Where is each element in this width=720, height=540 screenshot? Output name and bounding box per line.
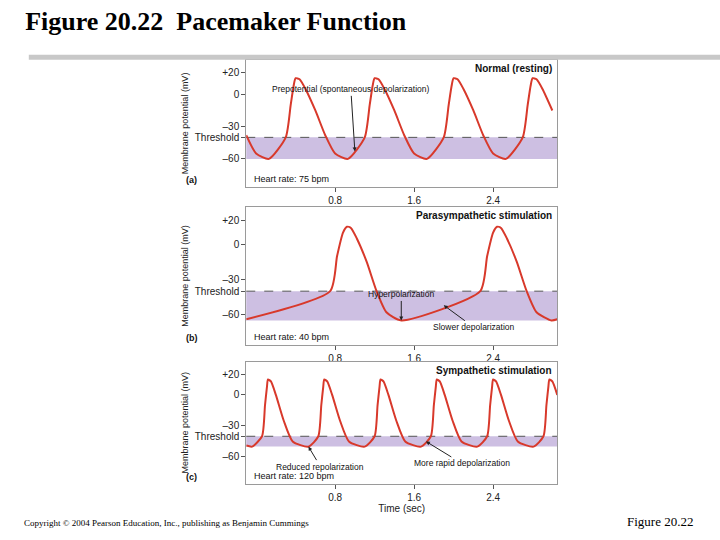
svg-text:Threshold: Threshold bbox=[195, 132, 239, 143]
svg-text:Membrane potential (mV): Membrane potential (mV) bbox=[180, 372, 190, 474]
svg-text:2.4: 2.4 bbox=[486, 353, 500, 364]
svg-text:–60: –60 bbox=[223, 451, 240, 462]
svg-text:1.6: 1.6 bbox=[407, 353, 421, 364]
svg-text:+20: +20 bbox=[222, 67, 239, 78]
svg-text:Threshold: Threshold bbox=[195, 431, 239, 442]
svg-text:Copyright © 2004 Pearson Educa: Copyright © 2004 Pearson Education, Inc.… bbox=[24, 518, 309, 528]
svg-text:Normal (resting): Normal (resting) bbox=[475, 63, 552, 74]
svg-text:Figure 20.22: Figure 20.22 bbox=[627, 514, 693, 529]
svg-text:Heart rate: 75 bpm: Heart rate: 75 bpm bbox=[254, 174, 329, 184]
svg-text:1.6: 1.6 bbox=[407, 492, 421, 503]
svg-text:Threshold: Threshold bbox=[195, 286, 239, 297]
svg-text:(a): (a) bbox=[186, 175, 197, 185]
svg-text:More rapid depolarization: More rapid depolarization bbox=[414, 458, 510, 468]
svg-text:0.8: 0.8 bbox=[328, 353, 342, 364]
svg-text:Reduced repolarization: Reduced repolarization bbox=[276, 462, 364, 472]
svg-text:Heart rate: 120 bpm: Heart rate: 120 bpm bbox=[254, 471, 334, 481]
svg-text:0.8: 0.8 bbox=[328, 492, 342, 503]
svg-text:2.4: 2.4 bbox=[486, 195, 500, 206]
svg-text:Membrane potential (mV): Membrane potential (mV) bbox=[180, 225, 190, 327]
svg-text:0: 0 bbox=[234, 239, 240, 250]
svg-text:Parasympathetic stimulation: Parasympathetic stimulation bbox=[416, 210, 552, 221]
svg-text:(b): (b) bbox=[186, 333, 198, 343]
svg-text:–30: –30 bbox=[223, 121, 240, 132]
svg-text:2.4: 2.4 bbox=[486, 492, 500, 503]
svg-text:0: 0 bbox=[234, 89, 240, 100]
svg-text:–30: –30 bbox=[223, 274, 240, 285]
svg-text:+20: +20 bbox=[222, 369, 239, 380]
svg-text:–60: –60 bbox=[223, 309, 240, 320]
svg-text:–30: –30 bbox=[223, 420, 240, 431]
svg-text:1.6: 1.6 bbox=[407, 195, 421, 206]
svg-text:Heart rate: 40 bpm: Heart rate: 40 bpm bbox=[254, 332, 329, 342]
svg-text:Hyperpolarization: Hyperpolarization bbox=[368, 289, 434, 299]
svg-text:Slower depolarization: Slower depolarization bbox=[433, 322, 515, 332]
svg-text:Time (sec): Time (sec) bbox=[378, 503, 425, 514]
svg-text:(c): (c) bbox=[186, 472, 197, 482]
svg-text:–60: –60 bbox=[223, 153, 240, 164]
svg-text:Prepotential (spontaneous depo: Prepotential (spontaneous depolarization… bbox=[272, 84, 430, 94]
svg-text:0.8: 0.8 bbox=[328, 195, 342, 206]
svg-text:Sympathetic stimulation: Sympathetic stimulation bbox=[436, 365, 552, 376]
svg-text:Figure 20.22 Pacemaker Functi: Figure 20.22 Pacemaker Function bbox=[25, 7, 407, 36]
svg-text:0: 0 bbox=[234, 389, 240, 400]
svg-text:+20: +20 bbox=[222, 215, 239, 226]
svg-text:Membrane potential (mV): Membrane potential (mV) bbox=[180, 73, 190, 175]
